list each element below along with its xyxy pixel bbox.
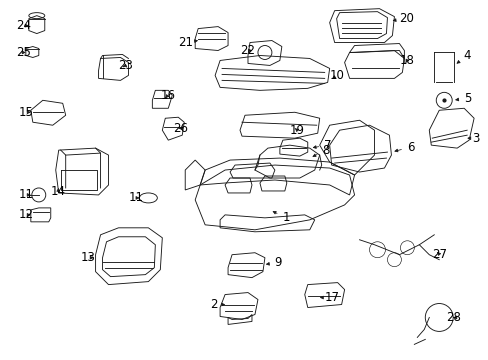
Text: 11: 11 xyxy=(19,188,34,202)
Text: 5: 5 xyxy=(455,92,470,105)
Text: 19: 19 xyxy=(289,124,304,137)
Text: 28: 28 xyxy=(446,311,460,324)
Text: 25: 25 xyxy=(16,46,31,59)
Text: 12: 12 xyxy=(19,208,34,221)
Text: 9: 9 xyxy=(266,256,281,269)
Text: 23: 23 xyxy=(118,59,133,72)
Text: 26: 26 xyxy=(173,122,188,135)
Text: 8: 8 xyxy=(312,144,329,157)
Text: 18: 18 xyxy=(399,54,413,67)
Text: 14: 14 xyxy=(51,185,65,198)
Text: 20: 20 xyxy=(392,12,413,25)
Text: 10: 10 xyxy=(329,69,344,82)
Text: 27: 27 xyxy=(431,248,447,261)
Text: 15: 15 xyxy=(19,106,34,119)
Text: 17: 17 xyxy=(320,291,339,304)
Text: 3: 3 xyxy=(467,132,478,145)
Text: 21: 21 xyxy=(178,36,197,49)
Text: 13: 13 xyxy=(81,251,95,264)
Text: 1: 1 xyxy=(273,211,289,224)
Text: 7: 7 xyxy=(313,139,331,152)
Text: 2: 2 xyxy=(210,298,224,311)
Text: 16: 16 xyxy=(160,89,175,102)
Text: 11: 11 xyxy=(128,192,143,204)
Text: 22: 22 xyxy=(240,44,255,57)
Text: 24: 24 xyxy=(16,19,31,32)
Text: 6: 6 xyxy=(394,141,413,154)
Text: 4: 4 xyxy=(456,49,470,63)
